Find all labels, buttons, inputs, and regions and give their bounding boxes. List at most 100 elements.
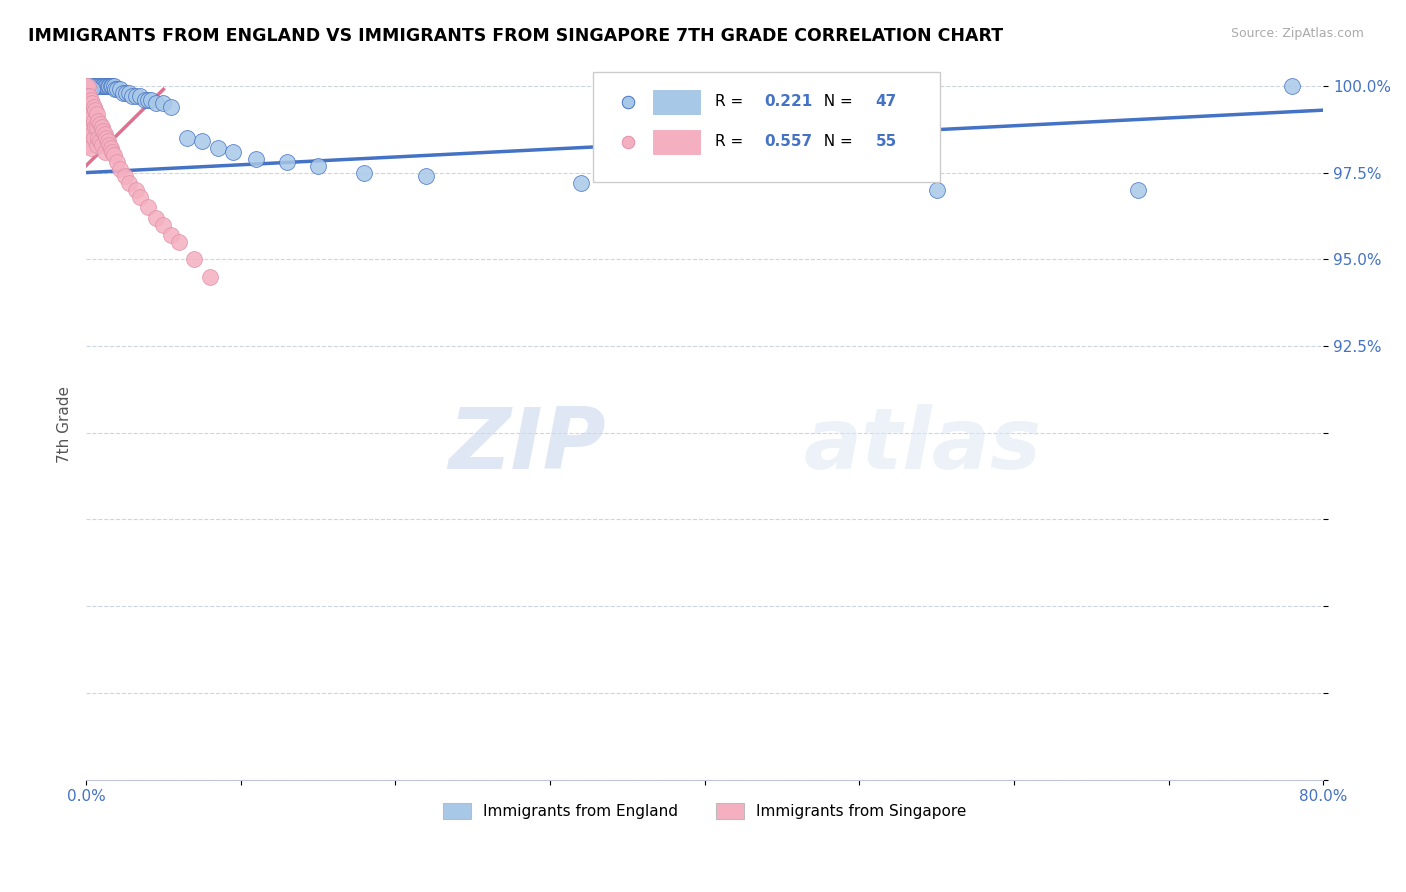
- Point: [91, 78, 114, 93]
- Point: [86, 78, 108, 93]
- Point: [207, 141, 229, 155]
- Point: [91, 124, 114, 138]
- Point: [87, 78, 110, 93]
- Point: [98, 137, 121, 152]
- Point: [90, 137, 112, 152]
- Point: [83, 100, 105, 114]
- Point: [124, 89, 146, 103]
- Text: N =: N =: [814, 135, 858, 149]
- Point: [97, 134, 120, 148]
- Text: R =: R =: [714, 95, 748, 110]
- Point: [83, 78, 105, 93]
- Point: [75, 89, 97, 103]
- Point: [77, 89, 100, 103]
- Point: [101, 145, 124, 159]
- Point: [87, 131, 110, 145]
- Point: [160, 227, 183, 242]
- Point: [86, 137, 108, 152]
- Point: [76, 113, 98, 128]
- Point: [114, 169, 136, 183]
- Point: [925, 183, 948, 197]
- Point: [98, 78, 121, 93]
- Point: [569, 176, 592, 190]
- Point: [191, 134, 214, 148]
- Point: [101, 78, 124, 93]
- Point: [76, 131, 98, 145]
- Point: [83, 131, 105, 145]
- Point: [87, 113, 110, 128]
- Text: 55: 55: [876, 135, 897, 149]
- Point: [80, 78, 103, 93]
- Point: [103, 148, 125, 162]
- Point: [97, 78, 120, 93]
- Point: [89, 117, 111, 131]
- Text: atlas: atlas: [804, 404, 1042, 487]
- Point: [183, 252, 205, 267]
- FancyBboxPatch shape: [593, 72, 939, 182]
- Point: [129, 190, 152, 204]
- Text: Source: ZipAtlas.com: Source: ZipAtlas.com: [1230, 27, 1364, 40]
- Point: [167, 235, 190, 249]
- Point: [80, 124, 103, 138]
- Point: [145, 211, 167, 225]
- Point: [105, 82, 128, 96]
- Point: [76, 86, 98, 100]
- Point: [75, 78, 97, 93]
- Point: [222, 145, 245, 159]
- Point: [121, 89, 143, 103]
- Point: [89, 78, 111, 93]
- Point: [90, 120, 112, 135]
- Text: R =: R =: [714, 135, 748, 149]
- Point: [89, 134, 111, 148]
- Point: [176, 131, 198, 145]
- Text: ZIP: ZIP: [449, 404, 606, 487]
- Point: [96, 78, 118, 93]
- Point: [100, 141, 122, 155]
- Point: [112, 86, 135, 100]
- Point: [86, 106, 108, 120]
- Point: [118, 86, 141, 100]
- Point: [83, 113, 105, 128]
- Point: [77, 120, 100, 135]
- Point: [86, 120, 108, 135]
- Point: [160, 100, 183, 114]
- Text: 0.221: 0.221: [763, 95, 813, 110]
- Point: [80, 106, 103, 120]
- Bar: [652, 129, 700, 153]
- Point: [75, 120, 97, 135]
- Point: [108, 162, 131, 177]
- Point: [105, 155, 128, 169]
- Point: [84, 78, 107, 93]
- Point: [96, 131, 118, 145]
- Point: [93, 145, 115, 159]
- Point: [108, 82, 131, 96]
- Point: [276, 155, 298, 169]
- Point: [124, 183, 146, 197]
- Point: [77, 103, 100, 117]
- Point: [77, 82, 100, 96]
- Point: [307, 159, 329, 173]
- Point: [93, 78, 115, 93]
- Point: [353, 165, 375, 179]
- Legend: Immigrants from England, Immigrants from Singapore: Immigrants from England, Immigrants from…: [437, 797, 973, 825]
- Text: N =: N =: [814, 95, 858, 110]
- Bar: [652, 90, 700, 114]
- Point: [1126, 183, 1149, 197]
- Point: [82, 110, 104, 124]
- Point: [82, 96, 104, 111]
- Point: [104, 82, 127, 96]
- Point: [115, 86, 138, 100]
- Point: [100, 78, 122, 93]
- Text: IMMIGRANTS FROM ENGLAND VS IMMIGRANTS FROM SINGAPORE 7TH GRADE CORRELATION CHART: IMMIGRANTS FROM ENGLAND VS IMMIGRANTS FR…: [28, 27, 1004, 45]
- Point: [76, 89, 98, 103]
- Point: [80, 93, 103, 107]
- Point: [93, 128, 115, 142]
- Point: [103, 78, 125, 93]
- Point: [84, 120, 107, 135]
- Point: [80, 141, 103, 155]
- Text: 47: 47: [876, 95, 897, 110]
- Point: [136, 93, 159, 107]
- Point: [76, 78, 98, 93]
- Point: [136, 200, 159, 214]
- Point: [77, 137, 100, 152]
